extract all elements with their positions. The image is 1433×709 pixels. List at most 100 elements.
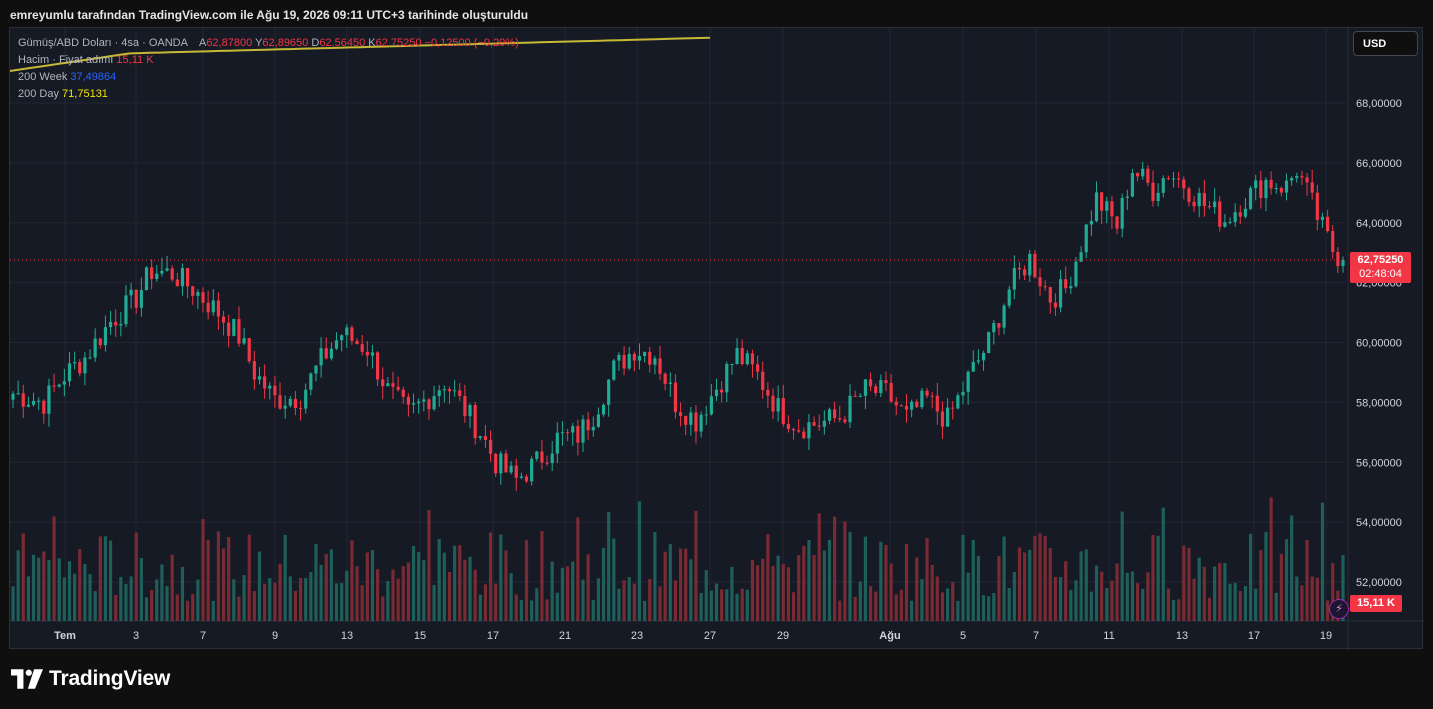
volume-bar bbox=[535, 588, 538, 621]
legend-close-label: K bbox=[368, 37, 375, 49]
candle bbox=[551, 454, 554, 463]
volume-bar bbox=[1203, 567, 1206, 621]
legend-volume-label[interactable]: Hacim · Fiyat adımı bbox=[18, 54, 113, 66]
candle bbox=[109, 322, 112, 327]
volume-bar bbox=[42, 551, 45, 621]
candle bbox=[741, 348, 744, 364]
volume-bar bbox=[1300, 585, 1303, 621]
lightning-icon[interactable]: ⚡ bbox=[1329, 599, 1349, 619]
legend-ma200d-label[interactable]: 200 Day bbox=[18, 88, 59, 100]
candle bbox=[997, 323, 1000, 328]
candle bbox=[1141, 169, 1144, 177]
volume-bar bbox=[540, 531, 543, 621]
candle bbox=[1295, 176, 1298, 178]
volume-bar bbox=[597, 578, 600, 621]
y-tick-label: 66,00000 bbox=[1356, 158, 1402, 170]
volume-bar bbox=[11, 586, 14, 621]
x-tick-label: 3 bbox=[133, 630, 139, 642]
candle bbox=[150, 267, 153, 279]
volume-bar bbox=[643, 601, 646, 621]
volume-bar bbox=[58, 558, 61, 621]
volume-bar bbox=[448, 572, 451, 621]
candle bbox=[874, 386, 877, 393]
candle bbox=[27, 405, 30, 407]
candle bbox=[294, 399, 297, 408]
last-volume-tag: 15,11 K bbox=[1350, 595, 1402, 612]
candle bbox=[443, 389, 446, 390]
legend-ma200w-label[interactable]: 200 Week bbox=[18, 71, 67, 83]
volume-bar bbox=[248, 535, 251, 621]
candle bbox=[1198, 193, 1201, 206]
candle bbox=[766, 390, 769, 396]
volume-bar bbox=[515, 594, 518, 621]
volume-bar bbox=[222, 548, 225, 621]
candle bbox=[232, 319, 235, 336]
candle bbox=[1013, 268, 1016, 290]
candle bbox=[658, 358, 661, 373]
volume-bar bbox=[1228, 584, 1231, 621]
legend-ohlc-row: Gümüş/ABD Doları · 4sa · OANDA A62,87800… bbox=[18, 35, 519, 52]
volume-bar bbox=[299, 578, 302, 621]
candle bbox=[284, 406, 287, 409]
candle bbox=[664, 374, 667, 384]
candle bbox=[520, 477, 523, 478]
volume-bar bbox=[1198, 558, 1201, 621]
candle bbox=[1259, 180, 1262, 198]
x-tick-label: 15 bbox=[414, 630, 426, 642]
candle bbox=[1254, 180, 1257, 188]
currency-button[interactable]: USD bbox=[1353, 31, 1418, 56]
candle bbox=[1090, 221, 1093, 225]
candle bbox=[705, 414, 708, 415]
price-volume-chart[interactable]: 68,0000066,0000064,0000062,0000060,00000… bbox=[10, 28, 1424, 650]
volume-bar bbox=[155, 579, 158, 621]
candle bbox=[165, 268, 168, 271]
candle bbox=[1300, 176, 1303, 177]
volume-bar bbox=[1275, 593, 1278, 621]
legend-symbol[interactable]: Gümüş/ABD Doları · 4sa · OANDA bbox=[18, 37, 187, 49]
volume-bar bbox=[1264, 532, 1267, 621]
candle bbox=[895, 402, 898, 406]
volume-bar bbox=[1085, 549, 1088, 621]
candle bbox=[864, 379, 867, 395]
volume-bar bbox=[345, 571, 348, 621]
candle bbox=[669, 383, 672, 384]
volume-bar bbox=[1172, 600, 1175, 621]
candle bbox=[771, 396, 774, 412]
x-tick-label: 7 bbox=[200, 630, 206, 642]
candle bbox=[458, 390, 461, 396]
candle bbox=[571, 426, 574, 432]
volume-bar bbox=[63, 578, 66, 621]
candle bbox=[83, 358, 86, 374]
candle bbox=[730, 364, 733, 365]
volume-bar bbox=[802, 546, 805, 621]
candle bbox=[1182, 180, 1185, 189]
volume-bar bbox=[1249, 534, 1252, 621]
chart-pane[interactable]: 68,0000066,0000064,0000062,0000060,00000… bbox=[9, 27, 1423, 649]
candle bbox=[792, 429, 795, 430]
candle bbox=[242, 338, 245, 343]
x-tick-label: 21 bbox=[559, 630, 571, 642]
volume-bar bbox=[391, 569, 394, 621]
candle bbox=[325, 348, 328, 358]
candle bbox=[581, 419, 584, 442]
candle bbox=[1326, 217, 1329, 231]
volume-bar bbox=[812, 555, 815, 621]
volume-bar bbox=[967, 573, 970, 621]
volume-bar bbox=[273, 583, 276, 621]
candle bbox=[1321, 217, 1324, 220]
candle bbox=[63, 381, 66, 384]
volume-bar bbox=[653, 532, 656, 621]
candle bbox=[859, 396, 862, 397]
candle bbox=[1054, 303, 1057, 308]
tradingview-brand[interactable]: TradingView bbox=[11, 666, 170, 692]
candle bbox=[566, 432, 569, 433]
volume-bar bbox=[432, 585, 435, 621]
candle bbox=[689, 413, 692, 425]
volume-bar bbox=[761, 559, 764, 621]
candle bbox=[1192, 202, 1195, 206]
candle bbox=[931, 396, 934, 397]
volume-bar bbox=[592, 600, 595, 621]
volume-bar bbox=[879, 542, 882, 621]
candle bbox=[463, 396, 466, 416]
candle bbox=[587, 419, 590, 430]
